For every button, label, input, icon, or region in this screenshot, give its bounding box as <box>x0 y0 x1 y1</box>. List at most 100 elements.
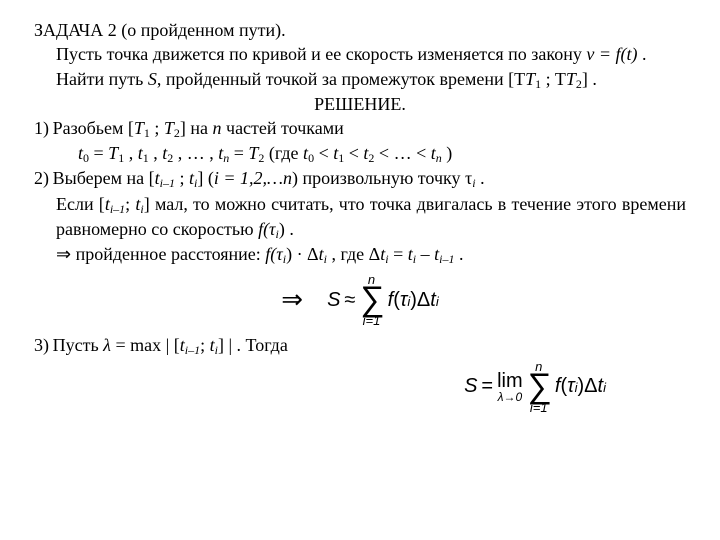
s3-lambda: λ <box>103 335 111 355</box>
final-S: S <box>464 373 477 400</box>
p2c: ; T <box>541 69 566 89</box>
final-eq: = <box>481 373 493 400</box>
approx-expr: S ≈ n ∑ i=1 f(τi)Δti <box>327 273 439 327</box>
step-2-line-3: ⇒ пройденное расстояние: f(τi) · Δti , г… <box>34 242 686 267</box>
final-sigma-icon: ∑ <box>527 371 551 402</box>
s1a: 1) Разобьем [ <box>34 118 134 138</box>
s2l3-minus: – <box>416 244 434 264</box>
comma4: , <box>209 143 218 163</box>
s2l3-tim1i: i–1 <box>439 252 454 266</box>
approx-equation: ⇒ S ≈ n ∑ i=1 f(τi)Δti <box>34 273 686 327</box>
page: ЗАДАЧА 2 (о пройденном пути). Пусть точк… <box>0 0 720 414</box>
p2-T1: T <box>525 69 535 89</box>
lim-block: lim λ→0 <box>497 371 523 403</box>
s2sep: ; <box>175 168 189 188</box>
p2-S: S <box>148 69 157 89</box>
s1c: ] на <box>180 118 213 138</box>
paragraph-1: Пусть точка движется по кривой и ее скор… <box>34 42 686 66</box>
step-2-line-1: 2) Выберем на [ti–1 ; ti] (i = 1,2,…n) п… <box>34 166 686 191</box>
sum-bottom: i=1 <box>359 314 383 327</box>
s2l2c: ] мал, то можно считать, что точка двига… <box>56 194 686 239</box>
p2d: ] . <box>582 69 597 89</box>
s2l2b: ; <box>125 194 135 214</box>
t2-sub: 2 <box>167 151 173 165</box>
s1d: частей точками <box>222 118 344 138</box>
implies-icon: ⇒ <box>281 282 303 317</box>
s3-im1: i–1 <box>185 343 200 357</box>
eq1: = <box>94 143 109 163</box>
p1-text: Пусть точка движется по кривой и ее скор… <box>56 44 586 64</box>
s2l2-f: f(τ <box>258 219 275 239</box>
s2l2-ftail: ) . <box>279 219 294 239</box>
wtn-sub: n <box>436 151 442 165</box>
where-pre: (где <box>269 143 303 163</box>
final-tau: τ <box>567 375 574 397</box>
p1-eq: v = f(t) <box>586 44 637 64</box>
t0-sub: 0 <box>83 151 89 165</box>
comma2: , <box>153 143 162 163</box>
comma1: , <box>129 143 138 163</box>
s1-T2: T <box>164 118 174 138</box>
solution-heading: РЕШЕНИЕ. <box>34 92 686 116</box>
paragraph-2: Найти путь S, пройденный точкой за проме… <box>34 67 686 92</box>
arrow-icon: ⇒ <box>56 244 71 264</box>
lim-text: lim <box>497 371 523 391</box>
wt2-sub: 2 <box>368 151 374 165</box>
step-3-line: 3) Пусть λ = max | [ti–1; ti] | . Тогда <box>34 333 686 358</box>
step-1-line-1: 1) Разобьем [T1 ; T2] на n частей точкам… <box>34 116 686 141</box>
s3a: 3) Пусть <box>34 335 103 355</box>
s1b: ; <box>150 118 164 138</box>
sum-icon: n ∑ i=1 <box>359 273 383 327</box>
T2: T <box>248 143 258 163</box>
s2c: ) произвольную точку τ <box>292 168 472 188</box>
lt3: < <box>379 143 394 163</box>
s2l3-dot: · Δ <box>292 244 319 264</box>
s2b: ] ( <box>197 168 214 188</box>
s2l3-mid: , где Δ <box>327 244 380 264</box>
T1: T <box>108 143 118 163</box>
final-sum-icon: n ∑ i=1 <box>527 360 551 414</box>
lt4: < <box>416 143 431 163</box>
dots2: … <box>394 143 417 163</box>
s1-n: n <box>213 118 222 138</box>
s3c: ; <box>200 335 210 355</box>
s2d: . <box>476 168 485 188</box>
t1-sub: 1 <box>143 151 149 165</box>
final-equation: S = lim λ→0 n ∑ i=1 f(τi)Δti <box>34 360 686 414</box>
T1-sub: 1 <box>118 151 124 165</box>
final-close: )Δ <box>578 375 598 397</box>
eq2: = <box>234 143 249 163</box>
wt1-sub: 1 <box>338 151 344 165</box>
approx-S: S <box>327 287 340 314</box>
p2b: , пройденный точкой за промежуток времен… <box>157 69 525 89</box>
p1-tail: . <box>638 44 647 64</box>
s2-iexpr: i = 1,2,…n <box>214 168 292 188</box>
comma3: , <box>178 143 187 163</box>
s2-im1: i–1 <box>160 176 175 190</box>
s1-T1: T <box>134 118 144 138</box>
approx-open: ( <box>393 289 400 311</box>
tn-sub: n <box>223 151 229 165</box>
step-1-line-2: t0 = T1 , t1 , t2 , … , tn = T2 (где t0 … <box>34 141 686 166</box>
dots1: … <box>187 143 210 163</box>
where-post: ) <box>446 143 452 163</box>
s2l2-im1: i–1 <box>110 202 125 216</box>
s2l3a: пройденное расстояние: <box>71 244 265 264</box>
sigma-icon: ∑ <box>359 284 383 315</box>
s3b: = max | [ <box>111 335 180 355</box>
approx-approx: ≈ <box>344 287 355 314</box>
approx-t-sub: i <box>436 294 439 309</box>
s2l2a: Если [ <box>56 194 105 214</box>
final-expr: S = lim λ→0 n ∑ i=1 f(τi)Δti <box>464 360 606 414</box>
T2-sub: 2 <box>258 151 264 165</box>
lt1: < <box>319 143 334 163</box>
wt0-sub: 0 <box>308 151 314 165</box>
p2-T2: T <box>566 69 576 89</box>
s2l3-eq: = <box>389 244 408 264</box>
s3d: ] | . Тогда <box>218 335 288 355</box>
s2l3-f: f(τ <box>265 244 282 264</box>
s2l3-tail: . <box>454 244 463 264</box>
final-t-sub: i <box>603 380 606 395</box>
lim-sub: λ→0 <box>497 391 523 403</box>
approx-close: )Δ <box>410 289 430 311</box>
